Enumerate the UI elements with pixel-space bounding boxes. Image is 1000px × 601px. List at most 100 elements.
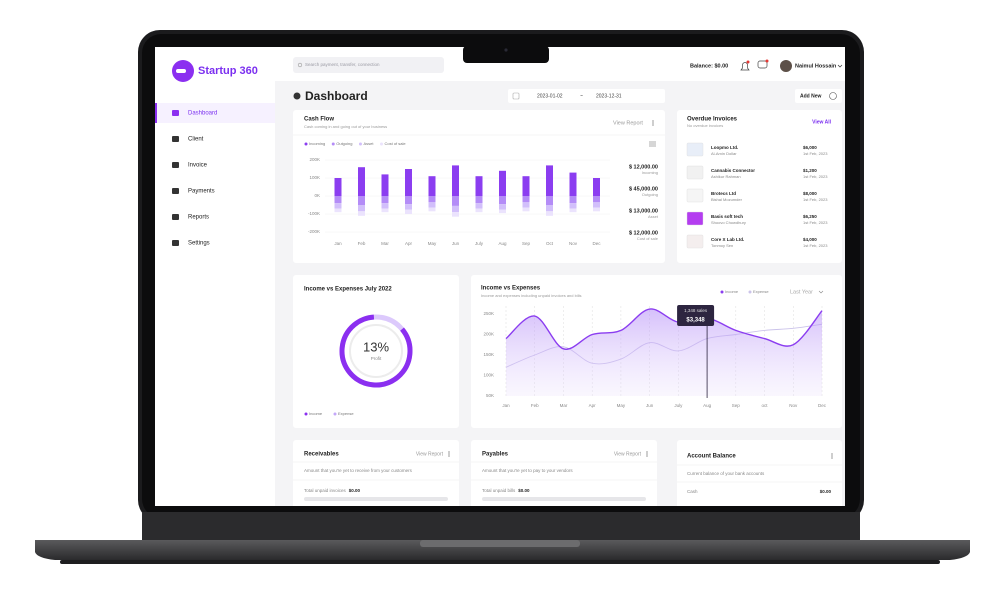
company-logo [686, 142, 704, 157]
nav-item[interactable]: Reports [188, 215, 209, 221]
bar-segment [358, 196, 365, 205]
summary-amount: $ 12,000.00 [629, 164, 658, 170]
view-all[interactable]: View All [812, 119, 832, 125]
bell-icon[interactable] [740, 62, 750, 71]
add-new-button[interactable] [795, 89, 842, 103]
x-tick-label: Nov [569, 241, 578, 246]
invoice-amount: $8,000 [803, 191, 817, 196]
legend-swatch [331, 142, 335, 146]
account-balance-card [677, 440, 842, 506]
payables-total: $0.00 [518, 488, 530, 493]
search-box[interactable] [293, 57, 444, 73]
company-name: Basis soft tech [711, 214, 743, 219]
kebab-dot[interactable] [831, 453, 833, 455]
x-tick-label: Feb [358, 241, 366, 246]
x-tick-label: Dec [818, 403, 827, 408]
cash-flow-action[interactable]: View Report [613, 120, 643, 126]
nav-item[interactable]: Payments [188, 189, 215, 195]
summary-amount: $ 45,000.00 [629, 186, 658, 192]
kebab-dot[interactable] [646, 451, 648, 453]
profit-card [293, 275, 459, 428]
invoice-date: 1st Feb, 2023 [803, 197, 828, 202]
invoice-date: 1st Feb, 2023 [803, 220, 828, 225]
company-logo [686, 234, 704, 249]
nav-item[interactable]: Client [188, 137, 204, 143]
search-placeholder[interactable]: Search payment, transfer, connection [305, 62, 380, 67]
tooltip-sales: 1,348 sales [684, 308, 708, 313]
bar-segment [334, 178, 342, 196]
company-logo [686, 188, 704, 203]
kebab-dot[interactable] [652, 124, 654, 126]
kebab-dot[interactable] [652, 120, 654, 122]
bar-segment [428, 207, 436, 212]
summary-amount: $ 13,000.00 [629, 208, 658, 214]
logo-text: Startup 360 [198, 65, 258, 77]
bar-segment [428, 202, 436, 208]
bar-segment [569, 172, 577, 196]
nav-icon [172, 188, 179, 194]
kebab-dot[interactable] [652, 122, 654, 124]
y-tick-label: 100K [483, 373, 494, 378]
camera-notch [463, 46, 549, 63]
y-tick-label: 250K [483, 311, 494, 316]
bar-segment [546, 211, 553, 216]
calendar-icon [512, 92, 520, 100]
x-tick-label: Jun [452, 241, 460, 246]
kebab-dot[interactable] [646, 455, 648, 457]
kebab-dot[interactable] [646, 453, 648, 455]
nav-item[interactable]: Settings [188, 241, 210, 247]
add-new-label[interactable]: Add New [800, 93, 822, 99]
x-tick-label: Sep [732, 403, 741, 408]
income-line [505, 308, 823, 350]
bar-segment [452, 196, 459, 206]
sidebar [155, 47, 275, 506]
x-tick-label: Aug [703, 403, 712, 408]
bar-segment [358, 167, 365, 196]
payables-action[interactable]: View Report [614, 451, 642, 457]
bar-segment [522, 207, 530, 212]
profit-title: Income vs Expenses July 2022 [304, 287, 392, 293]
legend-swatch [720, 290, 724, 294]
account-balance-subtitle: Current balance of your bank accounts [687, 471, 765, 476]
avatar[interactable] [780, 60, 792, 72]
date-range[interactable] [508, 89, 665, 103]
bar-segment [405, 169, 412, 196]
bar-segment [569, 196, 577, 204]
y-tick-label: -100K [308, 211, 320, 216]
chat-icon[interactable] [757, 60, 768, 69]
bar-segment [358, 211, 365, 216]
nav-icon [172, 240, 179, 246]
bar-segment [593, 178, 600, 196]
nav-item[interactable]: Invoice [188, 163, 208, 169]
nav-item[interactable]: Dashboard [188, 111, 217, 117]
legend-swatch [333, 412, 337, 416]
bar-segment [522, 196, 530, 203]
add-icon [829, 92, 837, 100]
overdue-subtitle: No overdue invoices [687, 123, 723, 128]
nav-icon [172, 214, 179, 220]
title-dot [293, 92, 301, 100]
bar-segment [405, 196, 412, 205]
company-logo [686, 211, 704, 226]
invoice-amount: $6,250 [803, 214, 817, 219]
legend-label: Expense [338, 411, 354, 416]
period-select[interactable]: Last Year [790, 289, 813, 295]
kebab-dot[interactable] [448, 453, 450, 455]
bar-segment [546, 205, 553, 212]
kebab-dot[interactable] [831, 457, 833, 459]
balance: Balance: $0.00 [690, 63, 728, 69]
user-name[interactable]: Naimul Hossain [795, 63, 837, 69]
invoice-amount: $6,000 [803, 145, 817, 150]
nav-icon [172, 136, 179, 142]
bar-segment [475, 208, 483, 213]
legend-label: Expense [753, 289, 769, 294]
page-title: Dashboard [305, 89, 368, 103]
kebab-dot[interactable] [831, 455, 833, 457]
bar-segment [475, 196, 483, 204]
account-balance-title: Account Balance [687, 454, 736, 460]
kebab-dot[interactable] [448, 451, 450, 453]
legend-label: Cost of sale [384, 141, 406, 146]
kebab-dot[interactable] [448, 455, 450, 457]
receivables-action[interactable]: View Report [416, 451, 444, 457]
profit-value: 13% [363, 339, 389, 354]
